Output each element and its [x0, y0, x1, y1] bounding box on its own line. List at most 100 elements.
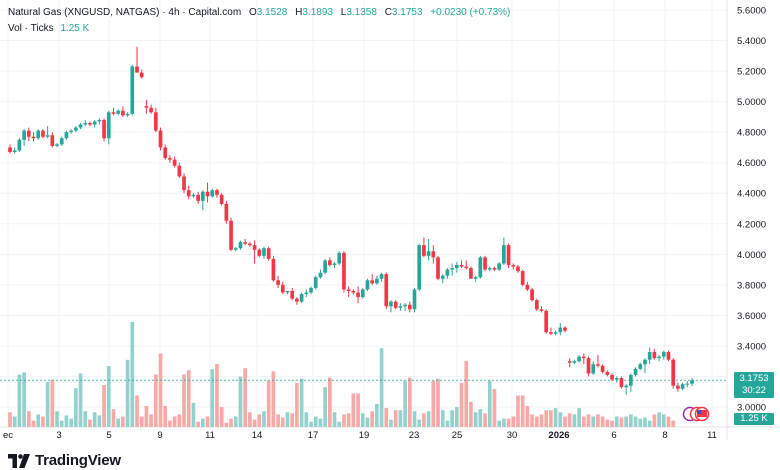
candle-body[interactable] [130, 66, 135, 114]
candle-body[interactable] [262, 248, 266, 256]
candle-body[interactable] [163, 147, 168, 159]
candle-body[interactable] [257, 249, 262, 256]
candle-body[interactable] [83, 122, 88, 125]
candle-body[interactable] [50, 135, 55, 146]
candle-body[interactable] [581, 356, 586, 359]
symbol-title[interactable]: Natural Gas (XNGUSD, NATGAS) · 4h · Capi… [8, 7, 242, 18]
candle-body[interactable] [121, 110, 125, 116]
candle-body[interactable] [690, 380, 694, 384]
candle-body[interactable] [69, 130, 73, 133]
candle-body[interactable] [252, 245, 257, 250]
candle-body[interactable] [605, 371, 610, 375]
volume-label[interactable]: Vol · Ticks [8, 23, 54, 34]
candle-body[interactable] [153, 112, 158, 131]
candle-body[interactable] [487, 268, 492, 270]
candle-body[interactable] [407, 304, 412, 310]
candle-body[interactable] [440, 275, 445, 279]
candle-body[interactable] [41, 130, 45, 137]
candle-body[interactable] [191, 194, 196, 197]
candle-body[interactable] [450, 268, 454, 270]
candle-body[interactable] [243, 242, 248, 244]
candle-body[interactable] [619, 378, 624, 388]
candle-body[interactable] [422, 245, 426, 256]
candle-body[interactable] [92, 121, 97, 125]
candle-body[interactable] [8, 147, 12, 153]
candle-body[interactable] [356, 292, 360, 298]
candle-body[interactable] [144, 106, 149, 108]
candle-body[interactable] [12, 150, 17, 153]
candle-body[interactable] [139, 72, 144, 78]
candle-body[interactable] [116, 110, 121, 114]
candle-body[interactable] [97, 119, 102, 122]
candle-body[interactable] [389, 301, 393, 307]
candle-body[interactable] [652, 352, 657, 359]
candle-body[interactable] [135, 66, 139, 73]
candle-body[interactable] [661, 352, 666, 357]
candle-body[interactable] [549, 332, 553, 334]
candle-body[interactable] [78, 124, 83, 128]
candle-body[interactable] [168, 158, 172, 160]
candle-body[interactable] [643, 359, 647, 365]
candle-body[interactable] [685, 383, 690, 385]
candle-body[interactable] [64, 132, 69, 139]
candle-body[interactable] [45, 135, 50, 137]
candle-body[interactable] [657, 356, 661, 359]
candle-body[interactable] [238, 242, 243, 249]
candle-body[interactable] [436, 257, 440, 279]
candle-body[interactable] [31, 136, 36, 139]
candle-body[interactable] [520, 271, 525, 285]
candle-body[interactable] [158, 130, 163, 148]
candle-body[interactable] [55, 144, 59, 146]
tradingview-brand[interactable]: TradingView [35, 452, 121, 469]
candle-body[interactable] [224, 203, 229, 221]
candle-body[interactable] [313, 277, 318, 288]
candle-body[interactable] [572, 361, 577, 363]
candle-body[interactable] [511, 265, 516, 267]
candle-body[interactable] [102, 119, 106, 139]
candle-body[interactable] [290, 290, 295, 299]
candle-body[interactable] [337, 252, 342, 264]
candle-body[interactable] [125, 113, 130, 116]
candle-body[interactable] [346, 289, 351, 291]
candle-body[interactable] [483, 257, 487, 270]
candle-body[interactable] [229, 220, 233, 250]
candle-body[interactable] [233, 248, 238, 250]
candle-body[interactable] [666, 352, 671, 360]
candle-body[interactable] [398, 306, 403, 308]
candle-body[interactable] [610, 374, 614, 380]
candle-body[interactable] [412, 289, 417, 310]
candle-body[interactable] [177, 165, 182, 177]
candle-body[interactable] [295, 298, 299, 302]
candle-body[interactable] [600, 365, 605, 372]
candle-body[interactable] [492, 268, 497, 270]
candle-body[interactable] [464, 266, 469, 269]
candle-body[interactable] [426, 251, 431, 256]
candle-body[interactable] [201, 191, 205, 201]
candle-body[interactable] [215, 190, 219, 195]
candle-body[interactable] [323, 260, 327, 273]
candle-body[interactable] [525, 284, 530, 290]
candle-body[interactable] [534, 300, 539, 310]
candlestick-chart[interactable]: 5.6000 5.4000 5.2000 5.0000 4.8000 4.6000 4.40… [0, 0, 780, 440]
candle-body[interactable] [638, 364, 643, 369]
candle-body[interactable] [351, 290, 356, 293]
candle-body[interactable] [577, 356, 581, 362]
candle-body[interactable] [624, 385, 628, 388]
candle-body[interactable] [342, 252, 346, 290]
candle-body[interactable] [149, 107, 153, 113]
candle-body[interactable] [680, 384, 685, 389]
candle-body[interactable] [59, 138, 64, 145]
candle-body[interactable] [248, 243, 252, 246]
candle-body[interactable] [384, 274, 389, 307]
candle-body[interactable] [502, 245, 506, 264]
candle-body[interactable] [172, 159, 177, 166]
candle-body[interactable] [454, 265, 459, 269]
candle-body[interactable] [596, 364, 600, 366]
candle-body[interactable] [196, 194, 200, 201]
candle-body[interactable] [403, 304, 407, 307]
candle-body[interactable] [318, 272, 323, 278]
candle-body[interactable] [36, 130, 41, 139]
candle-body[interactable] [506, 245, 511, 266]
candle-body[interactable] [469, 268, 473, 279]
economic-events-markers[interactable] [682, 406, 710, 422]
